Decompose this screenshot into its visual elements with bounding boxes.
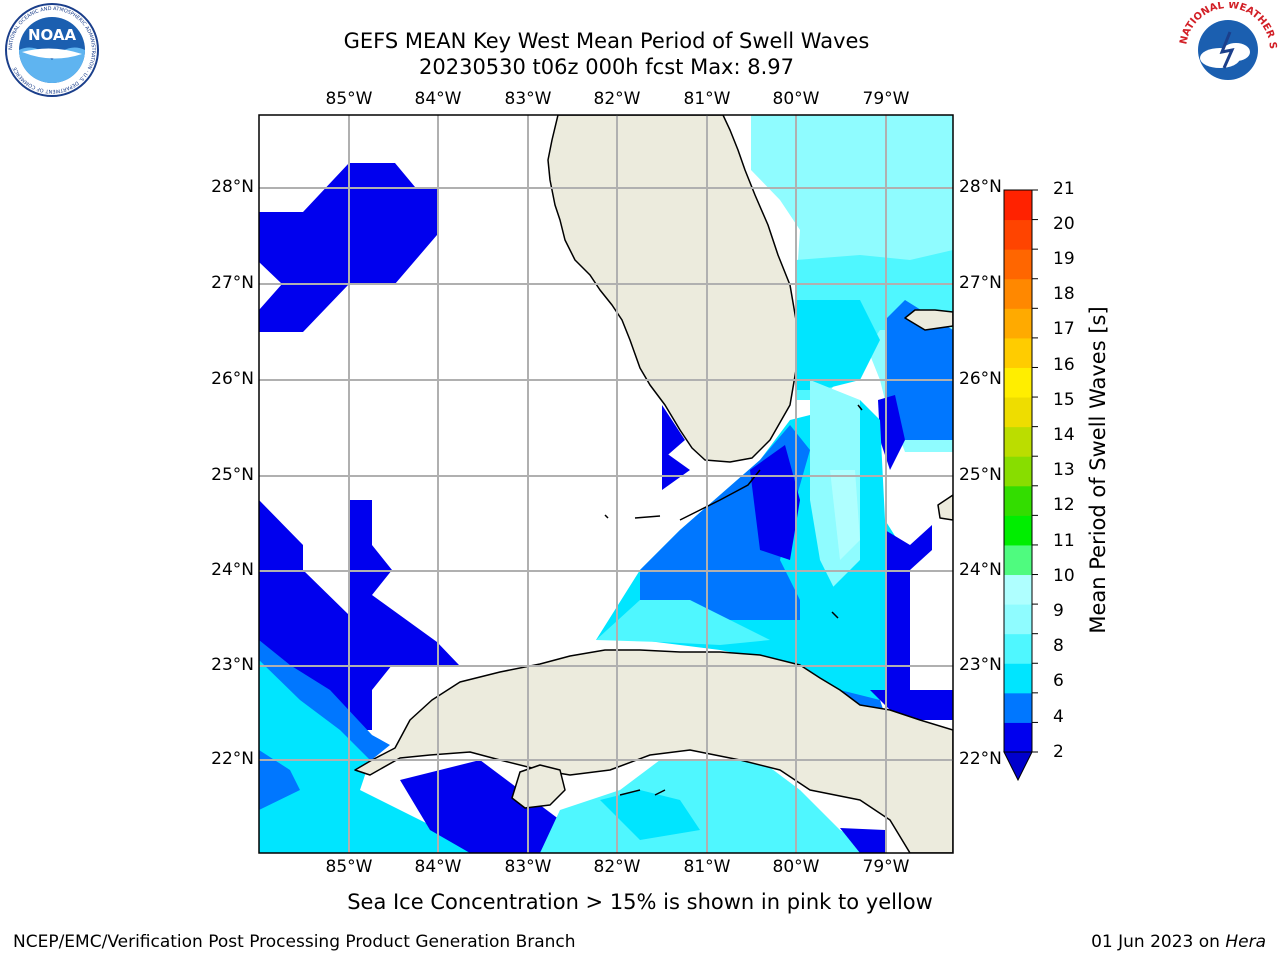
- colorbar-segment: [1004, 456, 1032, 487]
- colorbar-segment: [1004, 574, 1032, 605]
- lat-label-right: 23°N: [959, 655, 1002, 675]
- colorbar-segment: [1004, 633, 1032, 664]
- colorbar-tick: 19: [1053, 249, 1075, 269]
- plot-title: GEFS MEAN Key West Mean Period of Swell …: [343, 29, 870, 53]
- plot-subtitle: 20230530 t06z 000h fcst Max: 8.97: [419, 55, 794, 79]
- colorbar-tick: 2: [1053, 742, 1064, 762]
- swell-period-field: [259, 115, 953, 853]
- map-frame: [258, 114, 954, 854]
- colorbar-segment: [1004, 337, 1032, 368]
- colorbar-tick: 12: [1053, 495, 1075, 515]
- lat-label-left: 25°N: [211, 465, 254, 485]
- colorbar-tick: 10: [1053, 566, 1075, 586]
- colorbar-segment: [1004, 278, 1032, 309]
- lat-label-left: 26°N: [211, 369, 254, 389]
- colorbar-tick: 17: [1053, 319, 1075, 339]
- sea-ice-note: Sea Ice Concentration > 15% is shown in …: [347, 890, 933, 914]
- colorbar-segment: [1004, 485, 1032, 516]
- colorbar-segment: [1004, 544, 1032, 576]
- colorbar-tick: 21: [1053, 179, 1075, 199]
- lat-label-left: 27°N: [211, 273, 254, 293]
- graticule: [259, 115, 953, 853]
- colorbar-tick: 4: [1053, 707, 1064, 727]
- lon-label-top: 82°W: [593, 89, 641, 109]
- lat-label-right: 24°N: [959, 560, 1002, 580]
- colorbar-tick: 6: [1053, 671, 1064, 691]
- footer-date: 01 Jun 2023 on Hera: [1091, 932, 1266, 952]
- colorbar-tick: 15: [1053, 390, 1075, 410]
- lon-label-bottom: 79°W: [862, 857, 910, 877]
- colorbar-segment: [1004, 604, 1032, 635]
- colorbar-tick: 8: [1053, 636, 1064, 656]
- colorbar-tick: 18: [1053, 284, 1075, 304]
- colorbar-tick: 11: [1053, 531, 1075, 551]
- colorbar-segment: [1004, 367, 1032, 398]
- footer-host: Hera: [1225, 932, 1266, 952]
- colorbar-segment: [1004, 190, 1032, 221]
- colorbar: [1003, 189, 1038, 782]
- lat-label-right: 25°N: [959, 465, 1002, 485]
- noaa-logo-text: NOAA: [28, 26, 77, 44]
- lat-label-left: 23°N: [211, 655, 254, 675]
- lat-label-left: 22°N: [211, 749, 254, 769]
- lon-label-bottom: 84°W: [414, 857, 462, 877]
- lon-label-top: 85°W: [325, 89, 373, 109]
- colorbar-segment: [1004, 663, 1032, 694]
- footer-credit: NCEP/EMC/Verification Post Processing Pr…: [13, 932, 576, 952]
- colorbar-segment: [1004, 308, 1032, 339]
- lat-label-right: 27°N: [959, 273, 1002, 293]
- lon-label-top: 79°W: [862, 89, 910, 109]
- lon-label-bottom: 80°W: [772, 857, 820, 877]
- colorbar-segment: [1004, 397, 1032, 428]
- land-masses: [354, 115, 953, 853]
- colorbar-label: Mean Period of Swell Waves [s]: [1086, 306, 1110, 634]
- lon-label-top: 80°W: [772, 89, 820, 109]
- colorbar-tick: 16: [1053, 355, 1075, 375]
- nws-logo: NATIONAL WEATHER SERVICE: [1178, 2, 1278, 96]
- colorbar-tick: 9: [1053, 601, 1064, 621]
- colorbar-segment: [1004, 249, 1032, 280]
- colorbar-segment: [1004, 219, 1032, 250]
- footer-date-text: 01 Jun 2023 on: [1091, 932, 1226, 952]
- lon-label-bottom: 82°W: [593, 857, 641, 877]
- noaa-logo: NOAA NATIONAL OCEANIC AND ATMOSPHERIC AD…: [5, 3, 99, 97]
- lat-label-left: 28°N: [211, 177, 254, 197]
- lat-label-right: 22°N: [959, 749, 1002, 769]
- colorbar-segment: [1004, 426, 1032, 457]
- colorbar-tick: 20: [1053, 214, 1075, 234]
- colorbar-segment: [1004, 515, 1032, 546]
- colorbar-segment: [1004, 692, 1032, 723]
- lon-label-top: 83°W: [504, 89, 552, 109]
- small-islands: [604, 404, 863, 796]
- lon-label-bottom: 81°W: [683, 857, 731, 877]
- lat-label-right: 28°N: [959, 177, 1002, 197]
- lat-label-left: 24°N: [211, 560, 254, 580]
- colorbar-tick: 13: [1053, 460, 1075, 480]
- lon-label-bottom: 85°W: [325, 857, 373, 877]
- colorbar-segment: [1004, 722, 1032, 753]
- colorbar-tick: 14: [1053, 425, 1075, 445]
- lon-label-bottom: 83°W: [504, 857, 552, 877]
- lat-label-right: 26°N: [959, 369, 1002, 389]
- lon-label-top: 84°W: [414, 89, 462, 109]
- colorbar-frame: [1003, 189, 1033, 753]
- lon-label-top: 81°W: [683, 89, 731, 109]
